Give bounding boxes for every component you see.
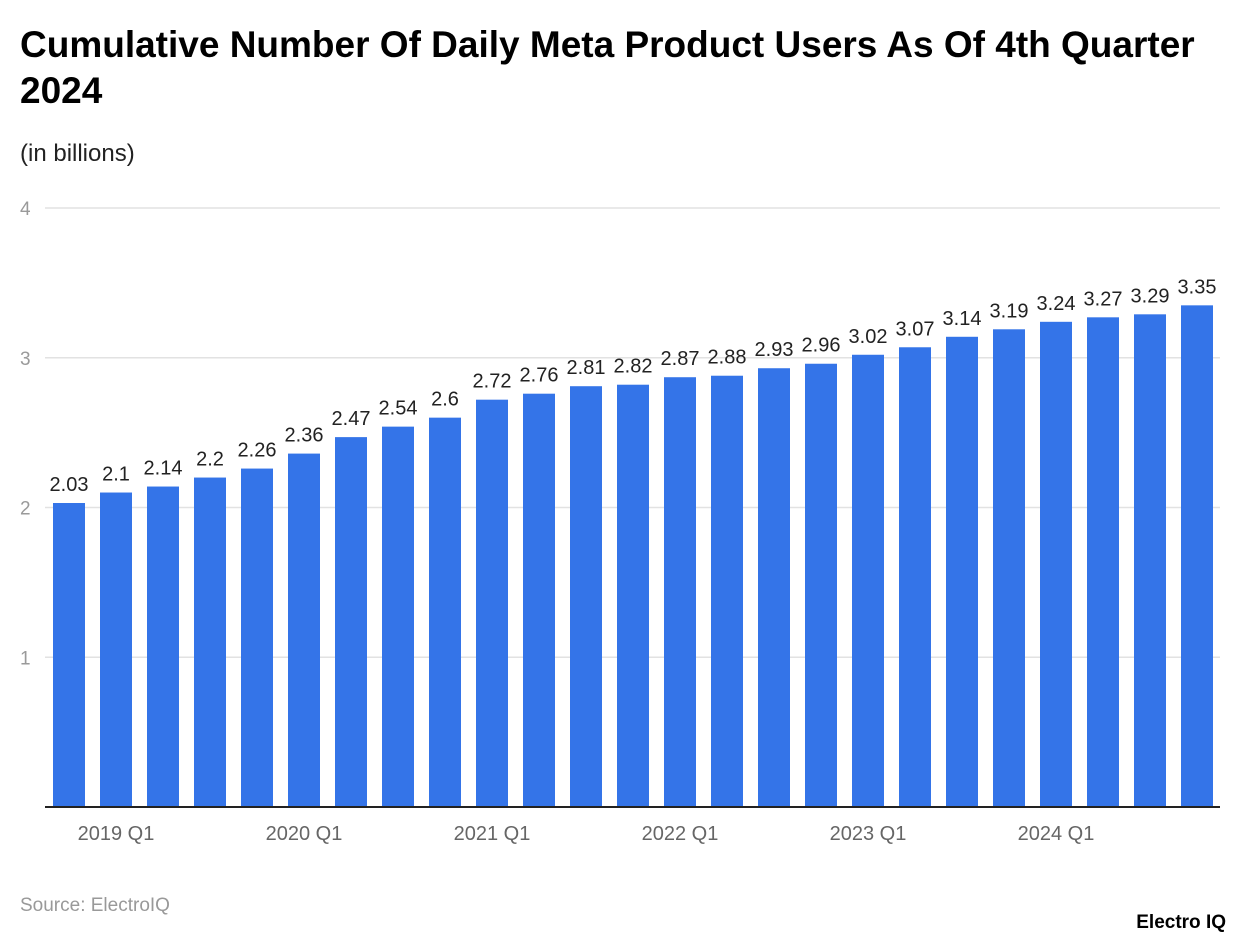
bar — [1181, 305, 1213, 807]
bar — [147, 486, 179, 807]
bar — [993, 329, 1025, 807]
bar — [382, 426, 414, 807]
data-label: 3.29 — [1131, 285, 1170, 307]
bar — [100, 492, 132, 807]
y-tick-label: 4 — [20, 199, 31, 220]
data-label: 2.47 — [332, 408, 371, 430]
bar — [523, 393, 555, 807]
x-tick-label: 2019 Q1 — [78, 823, 155, 845]
data-label: 2.36 — [285, 425, 324, 447]
data-label: 2.93 — [755, 339, 794, 361]
data-label: 2.88 — [708, 347, 747, 369]
bar — [476, 399, 508, 807]
bar — [241, 468, 273, 807]
chart-subtitle: (in billions) — [20, 140, 135, 167]
bar — [288, 453, 320, 807]
bar — [570, 386, 602, 807]
data-label: 2.82 — [614, 356, 653, 378]
electroiq-logo: Electro IQ — [1136, 912, 1226, 933]
bar — [1134, 314, 1166, 807]
bar — [53, 503, 85, 807]
x-tick-label: 2021 Q1 — [454, 823, 531, 845]
data-label: 2.72 — [473, 371, 512, 393]
data-label: 3.07 — [896, 318, 935, 340]
bar — [664, 377, 696, 807]
source-note: Source: ElectroIQ — [20, 895, 170, 916]
data-label: 2.81 — [567, 357, 606, 379]
bar — [617, 384, 649, 807]
bar — [1040, 321, 1072, 807]
data-label: 2.1 — [102, 464, 130, 486]
x-tick-label: 2023 Q1 — [830, 823, 907, 845]
data-label: 3.14 — [943, 308, 982, 330]
data-label: 2.6 — [431, 389, 459, 411]
data-label: 3.35 — [1178, 276, 1217, 298]
data-label: 2.26 — [238, 440, 277, 462]
data-label: 3.24 — [1037, 293, 1076, 315]
data-label: 2.03 — [50, 474, 89, 496]
data-label: 2.14 — [144, 458, 183, 480]
bar — [429, 417, 461, 807]
data-label: 2.2 — [196, 449, 224, 471]
data-label: 3.19 — [990, 300, 1029, 322]
bar — [852, 354, 884, 807]
data-label: 3.02 — [849, 326, 888, 348]
bar — [758, 368, 790, 807]
x-tick-label: 2022 Q1 — [642, 823, 719, 845]
bar — [805, 363, 837, 807]
y-tick-label: 3 — [20, 349, 31, 370]
data-label: 3.27 — [1084, 288, 1123, 310]
data-label: 2.76 — [520, 365, 559, 387]
bar — [946, 336, 978, 807]
x-tick-label: 2020 Q1 — [266, 823, 343, 845]
bar — [899, 347, 931, 807]
data-label: 2.96 — [802, 335, 841, 357]
chart-title: Cumulative Number Of Daily Meta Product … — [20, 24, 1195, 111]
y-tick-label: 2 — [20, 499, 31, 520]
bar — [1087, 317, 1119, 807]
x-tick-label: 2024 Q1 — [1018, 823, 1095, 845]
y-tick-label: 1 — [20, 648, 31, 669]
bar — [335, 437, 367, 807]
bar — [194, 477, 226, 807]
data-label: 2.87 — [661, 348, 700, 370]
bar — [711, 375, 743, 807]
data-label: 2.54 — [379, 398, 418, 420]
